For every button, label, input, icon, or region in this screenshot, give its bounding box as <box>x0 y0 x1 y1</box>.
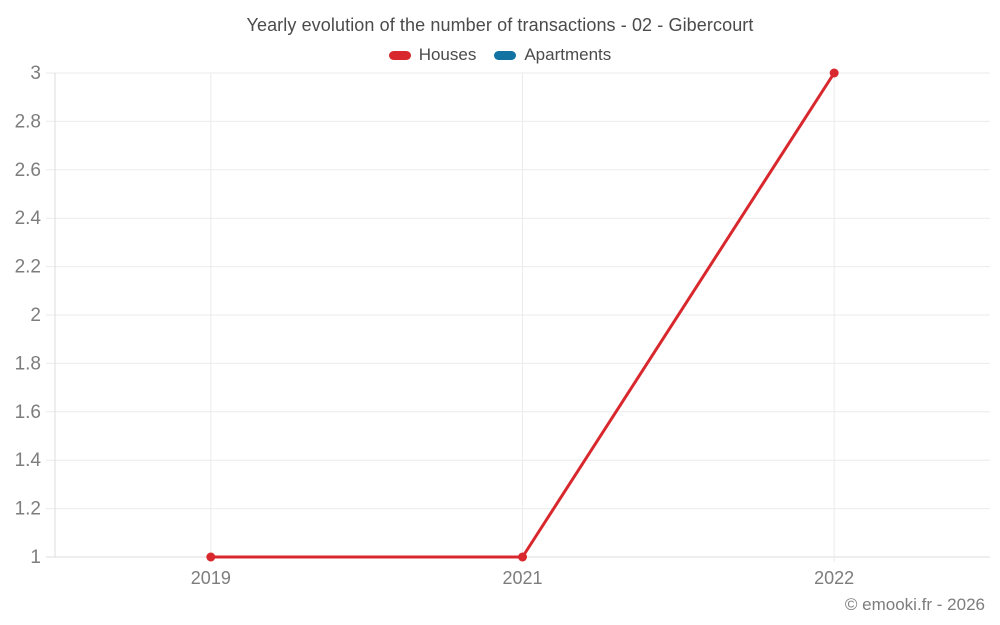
data-point[interactable] <box>829 68 839 78</box>
x-tick-label: 2019 <box>191 568 231 588</box>
legend-label: Houses <box>418 45 477 64</box>
legend-label: Apartments <box>524 45 612 64</box>
data-point[interactable] <box>518 552 527 562</box>
y-tick-label: 1.4 <box>15 450 42 471</box>
y-tick-label: 1.6 <box>15 402 41 423</box>
x-tick-label: 2022 <box>814 568 854 588</box>
y-tick-label: 1.2 <box>15 499 41 520</box>
legend-swatch-icon <box>494 50 517 60</box>
legend-item-houses[interactable]: Houses <box>388 45 477 65</box>
data-point[interactable] <box>206 552 216 562</box>
y-tick-label: 2.4 <box>15 208 42 229</box>
chart-legend: Houses Apartments <box>0 45 1000 65</box>
y-tick-label: 1 <box>30 547 41 568</box>
y-tick-label: 1.8 <box>15 353 41 374</box>
y-tick-label: 3 <box>30 63 41 84</box>
chart-title: Yearly evolution of the number of transa… <box>246 15 754 35</box>
copyright-footer: © emooki.fr - 2026 <box>844 595 985 614</box>
y-tick-label: 2.2 <box>15 257 41 278</box>
y-tick-label: 2.6 <box>15 160 41 181</box>
legend-swatch-icon <box>388 50 411 60</box>
legend-item-apartments[interactable]: Apartments <box>494 45 611 65</box>
x-tick-label: 2021 <box>502 568 542 588</box>
y-tick-label: 2 <box>30 305 41 326</box>
y-tick-label: 2.8 <box>15 111 41 132</box>
